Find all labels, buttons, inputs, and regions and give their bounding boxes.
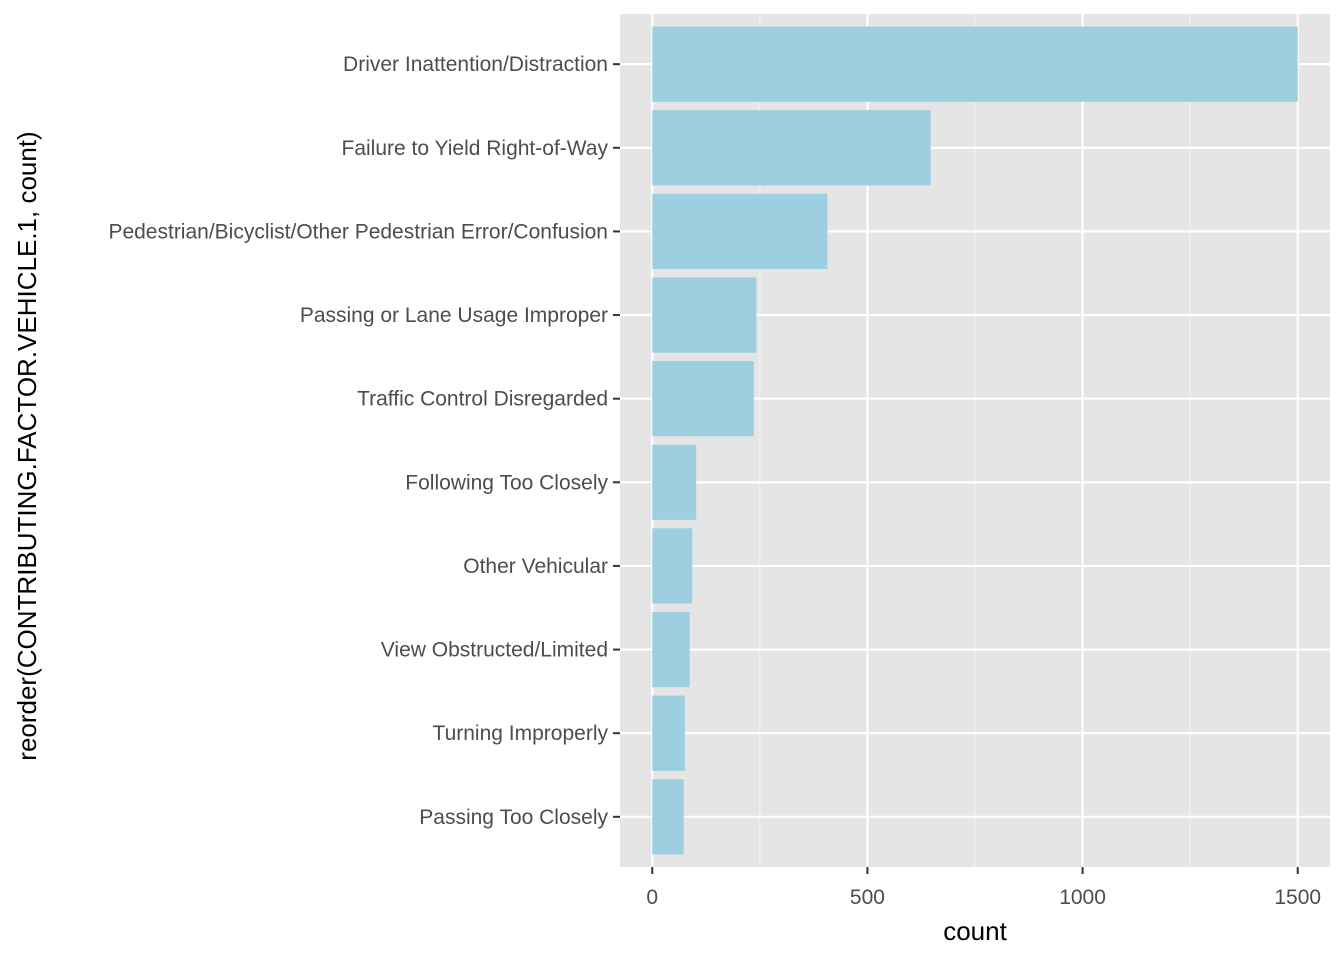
x-tick-label: 500 [850,886,885,909]
y-tick-label: Driver Inattention/Distraction [343,53,608,76]
y-tick-label: Passing Too Closely [419,806,608,829]
bars [652,26,1298,855]
bar [652,193,828,270]
y-axis-ticks: Driver Inattention/Distraction Failure to… [108,53,620,829]
x-tick-label: 1000 [1059,886,1106,909]
y-tick-label: Other Vehicular [463,555,608,578]
y-tick-label: Failure to Yield Right-of-Way [342,137,609,160]
y-tick-label: Passing or Lane Usage Improper [300,304,608,327]
bar [652,695,685,771]
x-axis-ticks: 0 500 1000 1500 [646,867,1321,909]
x-axis-title: count [943,916,1007,946]
y-tick-label: Turning Improperly [433,722,609,745]
x-tick-label: 0 [646,886,658,909]
y-tick-label: Traffic Control Disregarded [357,388,608,411]
bar [652,110,931,186]
y-axis-title: reorder(CONTRIBUTING.FACTOR.VEHICLE.1, c… [12,131,42,760]
bar [652,528,693,604]
bar [652,779,684,855]
y-tick-label: Following Too Closely [405,471,608,494]
y-tick-label: Pedestrian/Bicyclist/Other Pedestrian Er… [108,220,608,243]
bar [652,361,754,437]
bar [652,444,697,520]
bar [652,26,1298,102]
bar [652,611,690,688]
bar [652,277,757,353]
x-tick-label: 1500 [1274,886,1321,909]
y-tick-label: View Obstructed/Limited [381,639,608,662]
